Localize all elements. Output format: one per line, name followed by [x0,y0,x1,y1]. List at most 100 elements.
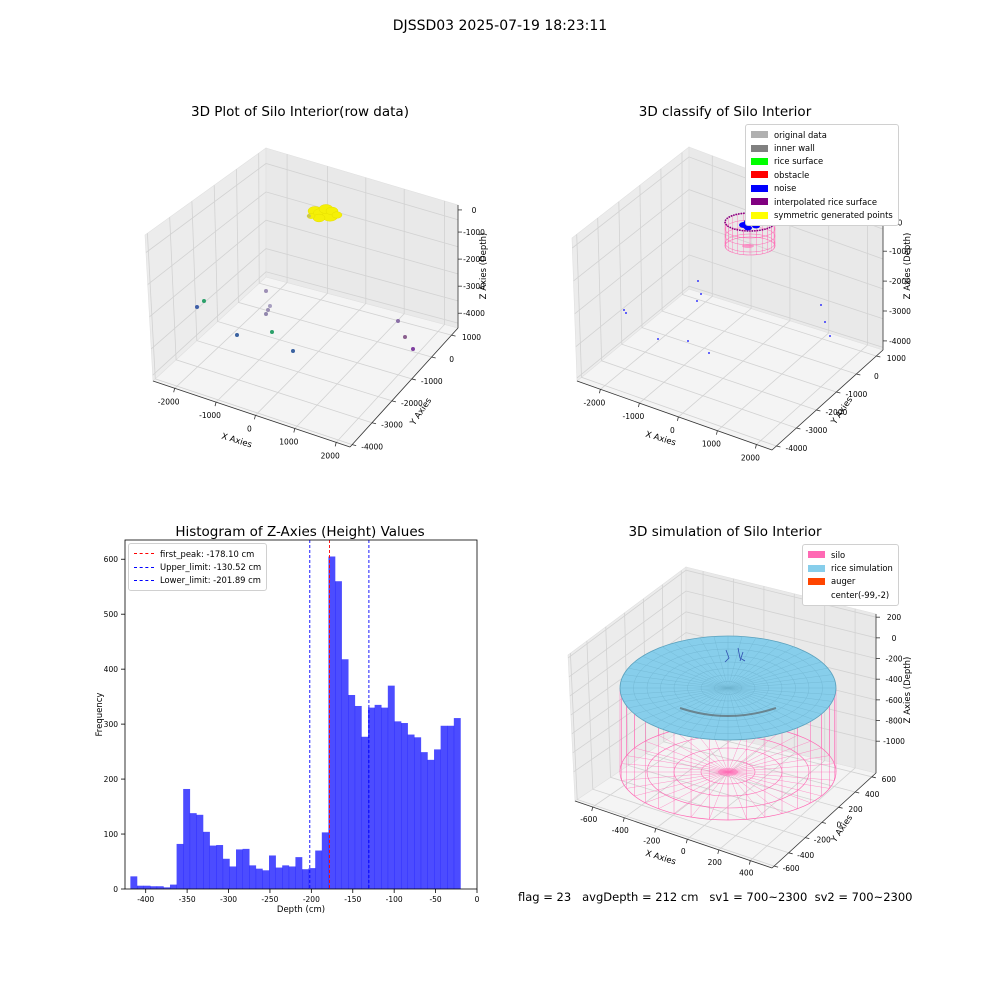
panel4-rice-mesh [727,687,757,739]
panel4-rice-mesh [642,656,729,689]
legend-entry: silo [808,548,893,561]
panel1-z-gridline [145,163,459,253]
panel2-y-tick [816,409,821,412]
panel4-rice-mesh [727,681,836,689]
panel4-silo-wire [673,771,729,814]
panel4-rice-mesh [623,687,729,702]
panel4-rice-mesh [727,661,822,689]
histogram-x-tick-label: -350 [179,895,196,904]
histogram-bar [341,659,349,889]
histogram-bar [242,848,250,889]
legend-entry: rice simulation [808,561,893,574]
panel2-x-tick-label: 0 [670,426,675,435]
histogram-bar [407,734,415,889]
histogram-bar [308,868,316,889]
histogram-bar [368,707,375,889]
panel4-rice-mesh [673,642,729,689]
panel1-z-tick-label: 0 [472,206,477,215]
panel4-rice-mesh [699,687,729,739]
panel4-y-axis-label: Y Axies [829,813,855,845]
panel1-y-tick-label: -1000 [421,377,443,386]
panel4-rice-mesh [623,674,729,689]
panel4-y-tick-label: -200 [814,836,831,845]
panel1-data-point [396,319,400,323]
panel4-z-tick-label: 200 [887,613,902,622]
panel4-silo-wire [727,755,830,773]
panel4-y-tick [871,776,876,779]
panel4-title: 3D simulation of Silo Interior [628,524,822,540]
panel4-silo-wire [727,747,822,773]
histogram-bar [335,581,342,889]
panel4-z-tick-label: -200 [885,655,902,664]
panel4-z-gridline [568,590,877,678]
panel1-z-gridline [147,191,459,285]
panel2-noise-point [829,335,831,337]
legend-line-swatch [134,566,154,568]
panel4-x-gridline [750,608,856,861]
panel1-y-tick-label: 1000 [462,333,481,342]
histogram-y-axis-label: Frequency [95,693,105,737]
histogram-x-tick-label: -100 [386,895,403,904]
panel4-rice-mesh [727,642,783,689]
panel4-rice-mesh [727,687,833,702]
panel4-rice-mesh [686,639,729,689]
panel4-x-tick-label: -200 [643,836,660,845]
panel1-3d-plot: -2000 -1000 0 1000 2000 1000 0 -1000 -2000 -3000 -… [144,147,489,460]
panel4-y-tick [773,865,779,868]
panel4-x-gridline [718,601,826,851]
panel4-silo-wire [727,771,783,814]
panel2-noise-point [708,352,710,354]
histogram-bar [434,749,441,889]
panel1-y-tick [352,444,357,447]
panel2-x-tick [638,402,640,408]
panel4-silo-wire [658,771,729,809]
figure-title: DJSSD03 2025-07-19 18:23:11 [392,18,608,34]
histogram-bar [420,752,428,889]
histogram-bar [427,759,435,889]
panel4-rice-mesh [727,636,743,689]
legend-entry: original data [751,128,893,141]
panel4-y-tick [838,806,843,809]
panel4-y-tick-label: -600 [783,864,800,873]
panel4-silo-wire [727,771,822,797]
legend-entry: interpolated rice surface [751,195,893,208]
panel4-silo-wire [626,771,729,789]
panel4-y-tick [821,822,827,824]
panel1-y-axis-line [349,327,459,448]
panel4-x-tick-label: 200 [708,858,723,867]
histogram-bar [189,813,197,889]
histogram-x-tick-label: -200 [303,895,320,904]
panel2-noise-point [625,312,627,314]
panel1-x-gridline [255,177,367,416]
legend-label: first_peak: -178.10 cm [160,548,255,559]
panel1-x-tick-label: -1000 [199,411,221,420]
histogram-bar [315,850,323,889]
histogram-bar [169,884,177,889]
panel4-y-tick-label: 200 [848,805,863,814]
histogram-bar [249,865,257,889]
panel1-x-gridline [294,189,405,429]
histogram-axes-frame [124,539,478,890]
panel1-x-tick [214,402,217,407]
panel4-rice-mesh [727,687,814,720]
panel4-y-tick [805,837,810,839]
stats-readout: flag = 23 avgDepth = 212 cm sv1 = 700~23… [518,890,913,904]
panel2-noise-point [700,293,702,295]
panel2-y-gridline [660,168,857,375]
panel2-y-tick [796,427,801,430]
histogram-bar [269,855,276,889]
panel4-silo-wire [727,771,830,789]
panel2-noise-point [623,309,625,311]
panel2-z-gridline [573,189,884,282]
legend-swatch [808,551,825,559]
histogram-bar [150,886,158,889]
panel3-title: Histogram of Z-Axies (Height) Values [175,524,425,540]
panel4-x-tick [717,849,720,855]
panel4-x-tick-label: -600 [580,815,597,824]
panel4-silo-floor [718,768,738,776]
histogram-bar [156,886,164,889]
panel4-x-tick-label: 0 [681,847,686,856]
panel4-z-tick-label: -1000 [883,737,905,746]
panel2-x-tick-label: 1000 [702,440,721,449]
panel1-data-point [331,211,343,219]
